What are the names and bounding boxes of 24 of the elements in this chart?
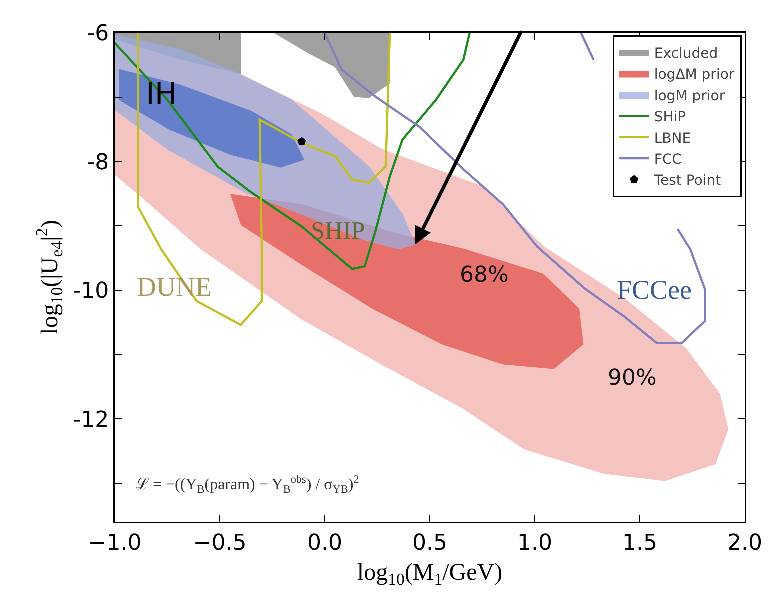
- y-tick-label: -6: [87, 22, 110, 47]
- legend-label: LBNE: [654, 130, 692, 147]
- x-tick-label: 0.5: [412, 530, 448, 556]
- legend-label: Test Point: [653, 173, 722, 190]
- annotation: FCCee: [617, 275, 692, 305]
- annotation: 68%: [460, 263, 509, 288]
- legend-label: FCC: [654, 152, 682, 168]
- x-tick-label: 2.0: [728, 530, 762, 556]
- x-axis-title: log$_{10}$(M$_{1}$/GeV): [357, 560, 503, 589]
- x-tick-label: 0.0: [308, 530, 342, 556]
- legend-label: logΔM prior: [654, 67, 735, 84]
- x-tick-label: 1.0: [518, 530, 552, 556]
- text: ℒ = −((Y$_{B}$(param) − Y$_{B}$$^{obs}$) / σ$_{Y}$$_{B}$)$^{2}$: [136, 474, 360, 496]
- legend-label: SHiP: [654, 110, 686, 126]
- legend-label: logM prior: [654, 88, 726, 104]
- y-tick-label: -8: [87, 150, 110, 176]
- line-series: [137, 33, 392, 326]
- annotation: 90%: [608, 366, 657, 391]
- x-tick-label: −0.5: [193, 530, 247, 556]
- x-tick-label: 1.5: [622, 530, 658, 556]
- legend-label: Excluded: [654, 46, 718, 62]
- y-tick-label: -12: [73, 408, 110, 433]
- x-tick-label: −1.0: [88, 530, 142, 556]
- y-tick-label: -10: [73, 279, 110, 304]
